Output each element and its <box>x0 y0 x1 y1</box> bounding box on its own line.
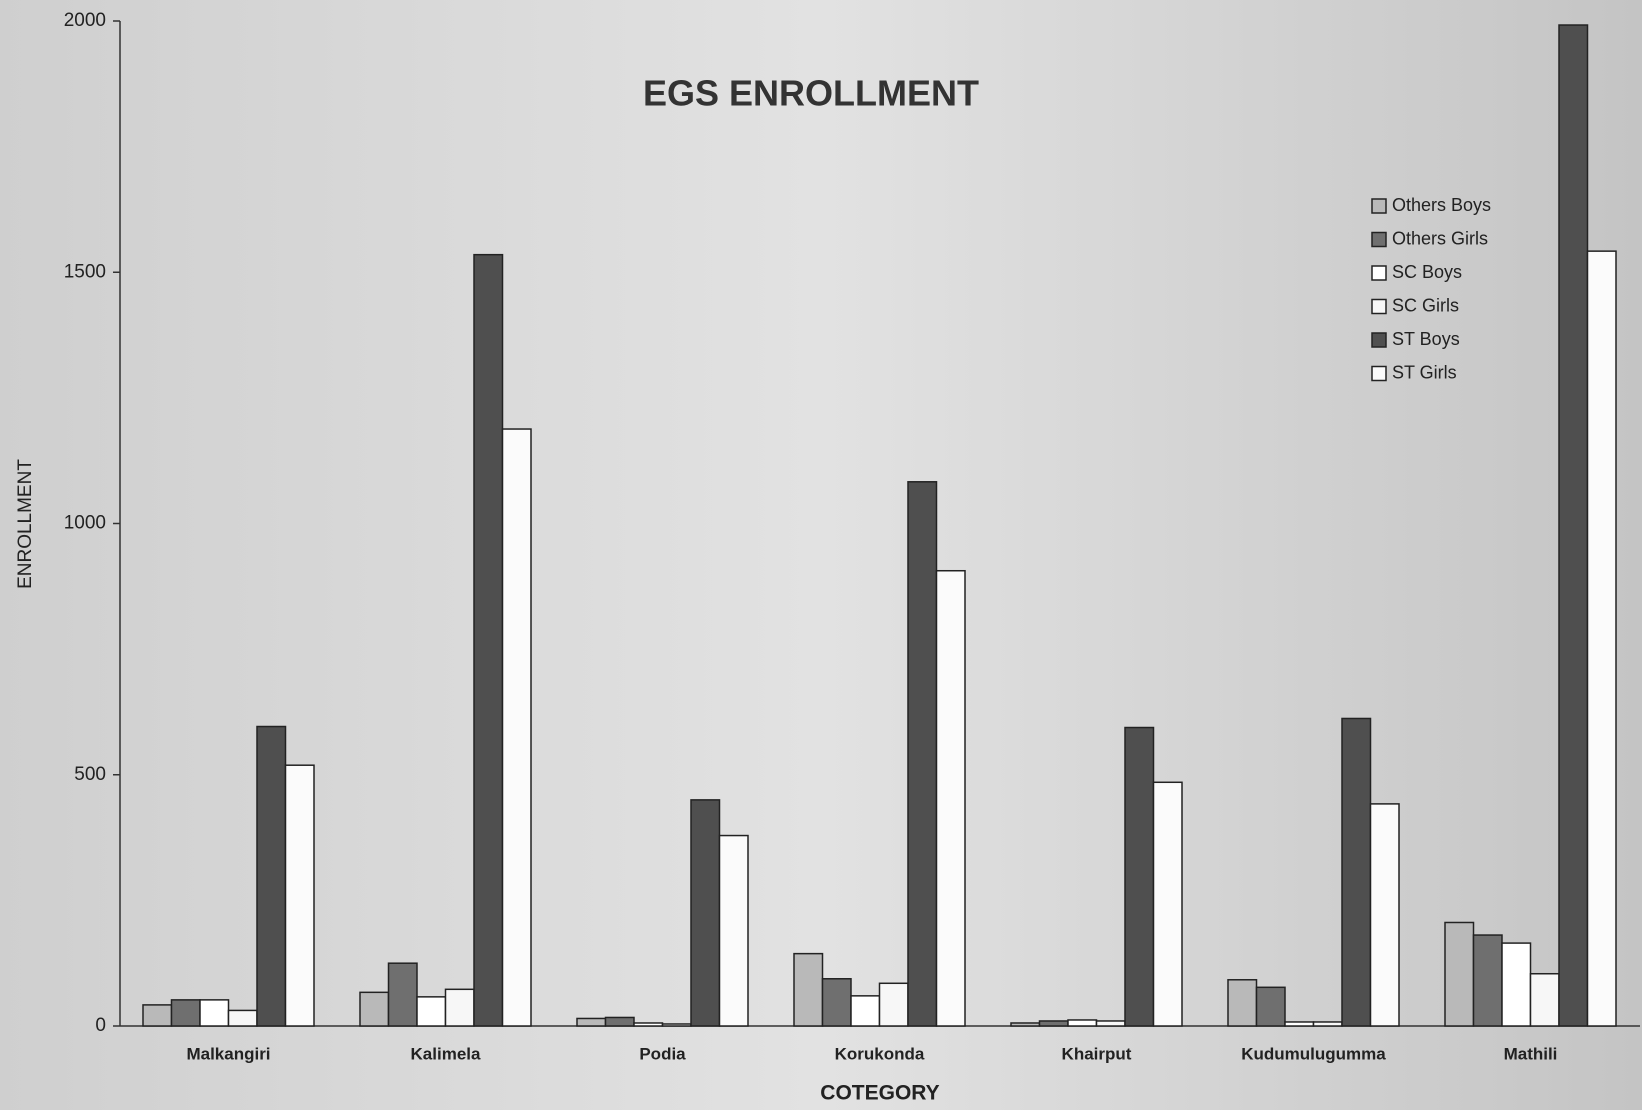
legend-swatch <box>1371 332 1387 348</box>
y-tick-label: 1500 <box>64 261 106 282</box>
bar <box>850 995 881 1027</box>
bar <box>1529 972 1560 1027</box>
legend-swatch <box>1371 265 1387 281</box>
y-tick-label: 2000 <box>64 10 106 31</box>
bar <box>821 978 852 1027</box>
bar <box>1341 717 1372 1027</box>
legend-label: ST Girls <box>1392 362 1457 382</box>
x-tick-label: Khairput <box>1062 1044 1132 1063</box>
bar <box>473 253 504 1027</box>
bar <box>576 1017 607 1027</box>
bar <box>1010 1022 1041 1027</box>
legend-label: Others Girls <box>1392 228 1488 248</box>
bar <box>1312 1021 1343 1027</box>
x-axis-label: COTEGORY <box>820 1082 939 1105</box>
chart-title: EGS ENROLLMENT <box>643 73 979 114</box>
bar <box>1284 1021 1315 1027</box>
y-tick-label: 1000 <box>64 513 106 534</box>
bar <box>1558 24 1589 1027</box>
y-tick-label: 500 <box>74 764 106 785</box>
bar <box>604 1016 635 1027</box>
bar <box>1501 942 1532 1027</box>
bar <box>1255 986 1286 1027</box>
legend-label: SC Boys <box>1392 262 1462 282</box>
bar <box>1038 1020 1069 1027</box>
bar <box>1124 726 1155 1027</box>
x-tick-label: Podia <box>639 1044 686 1063</box>
bar <box>633 1022 664 1027</box>
bar <box>690 799 721 1027</box>
legend-swatch <box>1371 231 1387 248</box>
bar <box>284 764 315 1027</box>
bar <box>1152 781 1183 1027</box>
bar <box>387 962 418 1027</box>
legend-label: Others Boys <box>1392 195 1491 215</box>
x-tick-label: Kalimela <box>411 1044 481 1063</box>
legend-label: ST Boys <box>1392 329 1460 349</box>
bar <box>256 725 287 1027</box>
legend-swatch <box>1371 365 1387 382</box>
legend-label: SC Girls <box>1392 295 1459 315</box>
bar <box>416 996 447 1027</box>
y-tick-label: 0 <box>95 1015 106 1036</box>
bar <box>1369 803 1400 1027</box>
bar <box>1444 921 1475 1027</box>
bar <box>907 481 938 1027</box>
bar <box>501 428 532 1027</box>
y-axis-label: ENROLLMENT <box>15 459 36 589</box>
bar <box>1227 979 1258 1027</box>
bar <box>1067 1019 1098 1027</box>
bar <box>718 834 749 1027</box>
legend-swatch <box>1371 298 1387 315</box>
bar <box>199 999 230 1027</box>
bar <box>935 569 966 1027</box>
legend-swatch <box>1371 198 1387 214</box>
bar <box>359 991 390 1027</box>
x-tick-label: Korukonda <box>835 1044 925 1063</box>
bar <box>227 1009 258 1027</box>
bar <box>1095 1020 1126 1027</box>
bar <box>444 988 475 1027</box>
bar <box>1586 250 1617 1027</box>
bar <box>878 982 909 1027</box>
bar <box>661 1023 692 1027</box>
x-tick-label: Mathili <box>1504 1044 1558 1063</box>
bar <box>1472 934 1503 1027</box>
bar <box>142 1004 173 1027</box>
x-tick-label: Kudumulugumma <box>1241 1044 1386 1063</box>
bar <box>170 999 201 1027</box>
x-tick-label: Malkangiri <box>186 1044 270 1063</box>
bar <box>793 952 824 1027</box>
